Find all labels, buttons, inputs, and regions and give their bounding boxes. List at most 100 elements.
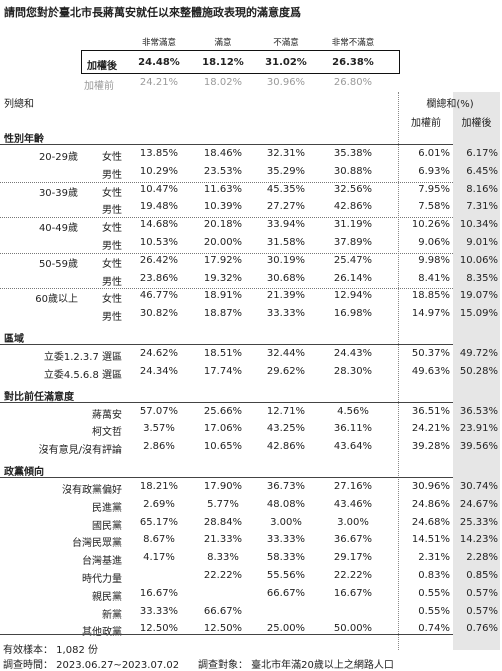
col-total-pre-header: 加權前 [411, 118, 441, 129]
cell-value: 33.33% [266, 534, 306, 546]
cell-value: 57.07% [139, 405, 179, 417]
col-total-post: 10.34% [459, 219, 498, 231]
col-total-post: 14.23% [459, 534, 498, 546]
col-total-post: 8.35% [466, 272, 498, 284]
cell-value: 22.22% [333, 570, 373, 581]
group-label: 60歲以上 [35, 294, 78, 306]
col-total-pre: 0.74% [418, 623, 450, 635]
group-label: 40-49歲 [38, 223, 78, 235]
row-label: 立委4.5.6.8 選區 [43, 369, 122, 381]
weighted-label: 加權後 [87, 61, 117, 72]
col-total-pre: 14.51% [411, 534, 450, 546]
column-header: 滿意 [214, 38, 232, 48]
footer-period: 調查時間： 2023.06.27~2023.07.02 [3, 660, 180, 671]
cell-value: 30.88% [333, 165, 373, 177]
cell-value: 12.94% [333, 290, 373, 302]
row-label: 沒有政黨偏好 [62, 485, 122, 496]
col-total-pre: 9.98% [418, 254, 450, 266]
col-total-pre: 49.63% [411, 365, 450, 377]
row-label: 立委1.2.3.7 選區 [43, 352, 122, 363]
cell-value: 43.25% [266, 423, 306, 435]
cell-value: 28.84% [203, 516, 243, 528]
col-total-header: 欄總和(%) [426, 99, 474, 110]
cell-value: 13.85% [139, 148, 179, 159]
cell-value: 16.67% [139, 587, 179, 599]
cell-value: 19.32% [203, 272, 243, 284]
row-label: 男性 [102, 312, 122, 324]
col-total-post: 0.57% [466, 587, 498, 599]
col-total-pre: 0.55% [418, 587, 450, 599]
cell-value: 26.14% [333, 272, 373, 284]
row-label: 女性 [102, 223, 122, 235]
col-total-pre: 10.26% [411, 219, 450, 231]
section-title: 性別年齡 [4, 134, 44, 145]
cell-value: 12.71% [266, 405, 306, 417]
cell-value: 66.67% [266, 587, 306, 599]
col-total-pre: 24.68% [411, 516, 450, 528]
row-label: 親民黨 [92, 591, 122, 603]
column-header: 非常滿意 [141, 38, 176, 48]
cell-value: 3.00% [270, 516, 302, 528]
row-label: 柯文哲 [92, 427, 122, 439]
section-rule [0, 344, 453, 345]
col-total-pre: 6.01% [418, 148, 450, 159]
cell-value: 12.50% [139, 623, 179, 635]
cell-value: 14.68% [139, 219, 179, 231]
cell-value: 4.56% [337, 405, 369, 417]
cell-value: 37.89% [333, 237, 373, 248]
page-title: 請問您對於臺北市長蔣萬安就任以來整體施政表現的滿意度爲 [4, 6, 301, 19]
group-divider [0, 217, 453, 219]
cell-value: 5.77% [207, 498, 239, 510]
unweighted-label: 加權前 [84, 81, 114, 92]
cell-value: 27.27% [266, 201, 306, 213]
col-total-post: 7.31% [466, 201, 498, 213]
col-total-pre: 24.86% [411, 498, 450, 510]
cell-value: 10.29% [139, 165, 179, 177]
col-total-pre: 30.96% [411, 481, 450, 492]
cell-value: 3.57% [143, 423, 175, 435]
row-label: 新黨 [102, 609, 122, 621]
cell-value: 8.33% [207, 552, 239, 564]
cell-value: 36.11% [333, 423, 373, 435]
cell-value: 65.17% [139, 516, 179, 528]
cell-value: 66.67% [203, 605, 243, 617]
col-total-post: 15.09% [459, 308, 498, 320]
cell-value: 18.91% [203, 290, 243, 302]
cell-value: 18.87% [203, 308, 243, 320]
col-total-pre: 39.28% [411, 441, 450, 453]
col-total-post: 24.67% [459, 498, 498, 510]
row-label: 台灣民眾黨 [72, 538, 122, 550]
row-label: 國民黨 [92, 520, 122, 532]
cell-value: 30.19% [266, 254, 306, 266]
cell-value: 23.53% [203, 165, 243, 177]
column-header: 不滿意 [273, 38, 299, 48]
cell-value: 20.18% [203, 219, 243, 231]
cell-value: 17.74% [203, 365, 243, 377]
col-total-pre: 18.85% [411, 290, 450, 302]
unweighted-value: 24.21% [139, 77, 179, 88]
col-total-pre: 0.55% [418, 605, 450, 617]
weighted-value: 24.48% [138, 57, 180, 68]
weighted-summary-box [81, 50, 400, 74]
group-label: 50-59歲 [38, 258, 78, 270]
cell-value: 24.34% [139, 365, 179, 377]
unweighted-value: 18.02% [203, 77, 243, 88]
section-rule [0, 401, 453, 403]
cell-value: 35.29% [266, 165, 306, 177]
cell-value: 32.56% [333, 183, 373, 195]
cell-value: 27.16% [333, 481, 373, 492]
group-label: 30-39歲 [38, 187, 78, 199]
cell-value: 33.33% [139, 605, 179, 617]
cell-value: 25.66% [203, 405, 243, 417]
group-divider [0, 288, 453, 290]
cell-value: 42.86% [333, 201, 373, 213]
weighted-value: 18.12% [202, 57, 244, 68]
cell-value: 31.19% [333, 219, 373, 231]
cell-value: 10.39% [203, 201, 243, 213]
row-label: 男性 [102, 169, 122, 181]
cell-value: 18.21% [139, 481, 179, 492]
cell-value: 18.51% [203, 348, 243, 359]
cell-value: 32.31% [266, 148, 306, 159]
cell-value: 21.33% [203, 534, 243, 546]
col-total-post: 10.06% [459, 254, 498, 266]
